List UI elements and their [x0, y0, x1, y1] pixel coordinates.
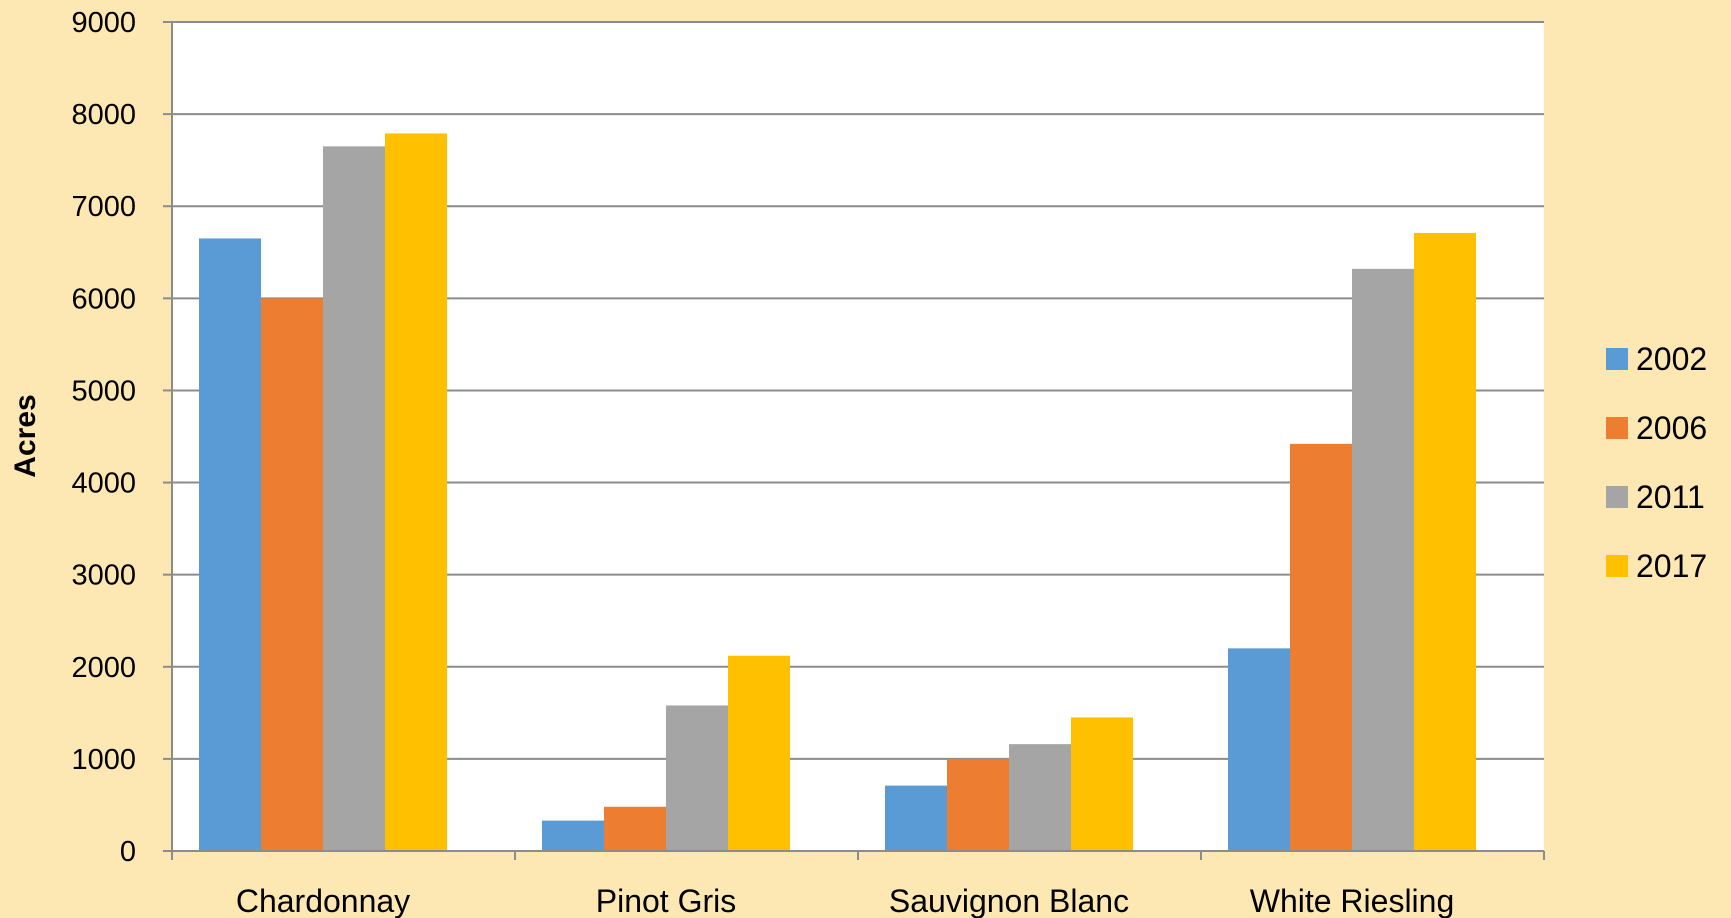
x-category-label: Sauvignon Blanc: [889, 883, 1129, 918]
legend-swatch-2011: [1606, 486, 1628, 508]
y-tick-label: 9000: [71, 7, 136, 39]
y-tick-label: 8000: [71, 99, 136, 131]
y-tick-label: 5000: [71, 375, 136, 407]
y-tick-label: 7000: [71, 191, 136, 223]
x-category-label: White Riesling: [1250, 883, 1455, 918]
bar-2017-pinot-gris: [728, 655, 790, 851]
y-tick-label: 3000: [71, 560, 136, 592]
legend-label-2011: 2011: [1636, 479, 1705, 515]
legend-label-2002: 2002: [1636, 341, 1707, 377]
bar-2011-sauvignon-blanc: [1009, 744, 1071, 851]
bar-2006-pinot-gris: [604, 806, 666, 851]
bar-2002-chardonnay: [199, 238, 261, 851]
x-category-labels: Chardonnay Pinot Gris Sauvignon Blanc White…: [236, 883, 1454, 918]
bar-2011-chardonnay: [323, 146, 385, 852]
y-axis-title: Acres: [9, 394, 42, 477]
bars: [199, 133, 1476, 852]
bar-2002-sauvignon-blanc: [885, 785, 947, 851]
bar-2006-chardonnay: [261, 298, 323, 851]
legend-swatch-2017: [1606, 555, 1628, 577]
axes: [163, 21, 1545, 860]
y-tick-label: 6000: [71, 283, 136, 315]
bar-2006-white-riesling: [1290, 443, 1352, 851]
bar-2017-white-riesling: [1414, 232, 1476, 851]
legend-swatch-2002: [1606, 348, 1628, 370]
legend: 2002 2006 2011 2017: [1606, 341, 1707, 584]
y-tick-label: 0: [120, 836, 136, 868]
bar-2017-sauvignon-blanc: [1071, 717, 1133, 851]
x-category-label: Chardonnay: [236, 883, 410, 918]
bar-2006-sauvignon-blanc: [947, 758, 1009, 851]
y-tick-labels: 0 1000 2000 3000 4000 5000 6000 7000 8000 9000: [71, 7, 136, 868]
legend-label-2006: 2006: [1636, 410, 1707, 446]
y-tick-label: 1000: [71, 744, 136, 776]
bar-2011-pinot-gris: [666, 705, 728, 851]
legend-swatch-2006: [1606, 417, 1628, 439]
bar-2011-white-riesling: [1352, 268, 1414, 851]
bar-2002-white-riesling: [1228, 648, 1290, 851]
x-category-label: Pinot Gris: [596, 883, 736, 918]
bar-2002-pinot-gris: [542, 820, 604, 851]
legend-label-2017: 2017: [1636, 548, 1707, 584]
y-tick-label: 4000: [71, 468, 136, 500]
y-tick-label: 2000: [71, 652, 136, 684]
bar-2017-chardonnay: [385, 133, 447, 851]
